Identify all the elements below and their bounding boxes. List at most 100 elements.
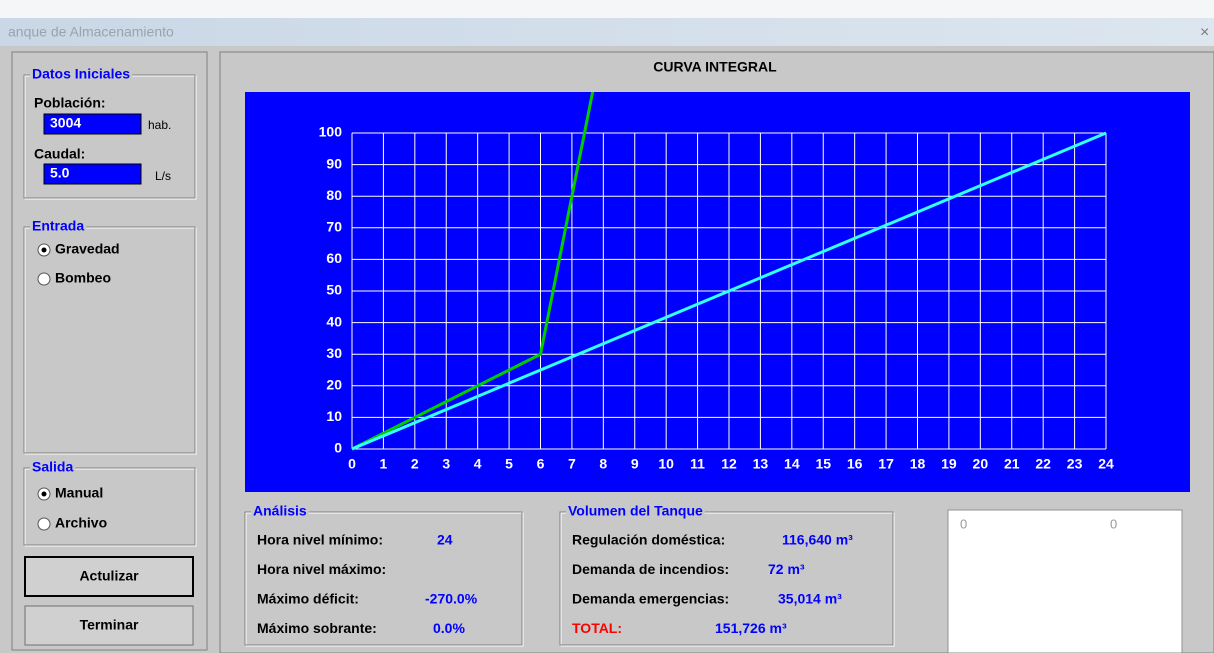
field-label: Población: <box>34 95 106 111</box>
radio-label: Gravedad <box>55 241 120 257</box>
radio-button[interactable] <box>37 272 51 286</box>
row-label: Hora nivel máximo: <box>257 561 386 577</box>
x-tick-label: 20 <box>973 456 989 472</box>
row-value: 24 <box>437 532 453 548</box>
button[interactable] <box>24 605 194 646</box>
row-value: -270.0% <box>425 591 478 607</box>
group-title-bg <box>251 504 309 520</box>
top-strip <box>0 0 1214 18</box>
group-title-bg <box>30 219 87 235</box>
text-input[interactable] <box>43 113 142 135</box>
button-label: Terminar <box>80 617 139 633</box>
x-tick-label: 18 <box>910 456 926 472</box>
y-tick-label: 50 <box>326 282 342 298</box>
x-tick-label: 4 <box>474 456 482 472</box>
group-border <box>24 468 197 547</box>
x-tick-label: 12 <box>721 456 737 472</box>
y-tick-label: 40 <box>326 313 342 329</box>
group-border <box>245 512 524 647</box>
y-tick-label: 30 <box>326 345 342 361</box>
unit: hab. <box>148 118 171 132</box>
x-tick-label: 22 <box>1035 456 1051 472</box>
y-tick-label: 60 <box>326 250 342 266</box>
close-icon[interactable]: × <box>1200 24 1209 41</box>
group-title: Salida <box>32 459 73 475</box>
y-tick-label: 80 <box>326 187 342 203</box>
series-line <box>351 92 595 451</box>
radio-label: Manual <box>55 485 103 501</box>
window-title: anque de Almacenamiento <box>8 24 174 40</box>
input-value: 3004 <box>50 115 81 131</box>
row-label: Regulación doméstica: <box>572 532 725 548</box>
x-tick-label: 13 <box>753 456 769 472</box>
x-tick-label: 9 <box>631 456 639 472</box>
x-tick-label: 21 <box>1004 456 1020 472</box>
group-title-bg <box>30 67 133 83</box>
x-tick-label: 19 <box>941 456 957 472</box>
x-tick-label: 24 <box>1098 456 1114 472</box>
x-tick-label: 17 <box>878 456 894 472</box>
group-title-bg <box>30 460 76 476</box>
x-tick-label: 16 <box>847 456 863 472</box>
x-tick-label: 5 <box>505 456 513 472</box>
display-value: 0 <box>960 516 967 531</box>
x-tick-label: 15 <box>815 456 831 472</box>
x-tick-label: 2 <box>411 456 419 472</box>
input-value: 5.0 <box>50 165 70 181</box>
group-title-bg <box>566 504 705 520</box>
display-box <box>947 509 1183 653</box>
y-tick-label: 70 <box>326 219 342 235</box>
plot-area <box>245 92 1190 492</box>
group-title: Volumen del Tanque <box>568 503 703 519</box>
series-line <box>351 131 1107 451</box>
x-tick-label: 1 <box>380 456 388 472</box>
group-border <box>23 467 196 546</box>
group-title: Entrada <box>32 218 84 234</box>
y-tick-label: 20 <box>326 377 342 393</box>
y-tick-label: 90 <box>326 155 342 171</box>
y-tick-label: 0 <box>334 440 342 456</box>
y-tick-label: 10 <box>326 408 342 424</box>
group-title: Datos Iniciales <box>32 66 130 82</box>
x-tick-label: 6 <box>537 456 545 472</box>
group-border <box>24 227 197 455</box>
group-border <box>559 511 894 646</box>
x-tick-label: 23 <box>1067 456 1083 472</box>
row-value: 151,726 m³ <box>715 620 787 636</box>
x-tick-label: 14 <box>784 456 800 472</box>
x-tick-label: 10 <box>658 456 674 472</box>
display-value: 0 <box>1110 516 1117 531</box>
x-tick-label: 0 <box>348 456 356 472</box>
row-value: 0.0% <box>433 620 465 636</box>
group-border <box>23 226 196 454</box>
group-border <box>560 512 895 647</box>
radio-dot <box>41 491 47 497</box>
x-tick-label: 11 <box>690 456 705 472</box>
x-tick-label: 7 <box>568 456 576 472</box>
unit: L/s <box>155 169 171 183</box>
button-label: Actulizar <box>79 568 139 584</box>
left-panel <box>11 51 208 651</box>
x-tick-label: 3 <box>442 456 450 472</box>
text-input[interactable] <box>43 163 142 185</box>
radio-dot <box>41 247 47 253</box>
row-value: 35,014 m³ <box>778 591 842 607</box>
radio-label: Archivo <box>55 515 107 531</box>
row-label: Máximo sobrante: <box>257 620 377 636</box>
y-tick-label: 100 <box>319 124 343 140</box>
row-value: 72 m³ <box>768 561 805 577</box>
row-label: Demanda de incendios: <box>572 561 729 577</box>
row-label: Demanda emergencias: <box>572 591 729 607</box>
field-label: Caudal: <box>34 146 85 162</box>
row-value: 116,640 m³ <box>782 532 853 548</box>
row-label: Máximo déficit: <box>257 591 359 607</box>
group-title: Análisis <box>253 503 307 519</box>
row-label: TOTAL: <box>572 620 622 636</box>
radio-button[interactable] <box>37 517 51 531</box>
row-label: Hora nivel mínimo: <box>257 532 383 548</box>
title-bar <box>0 18 1214 46</box>
radio-label: Bombeo <box>55 270 111 286</box>
button[interactable] <box>24 556 194 597</box>
group-border <box>244 511 523 646</box>
